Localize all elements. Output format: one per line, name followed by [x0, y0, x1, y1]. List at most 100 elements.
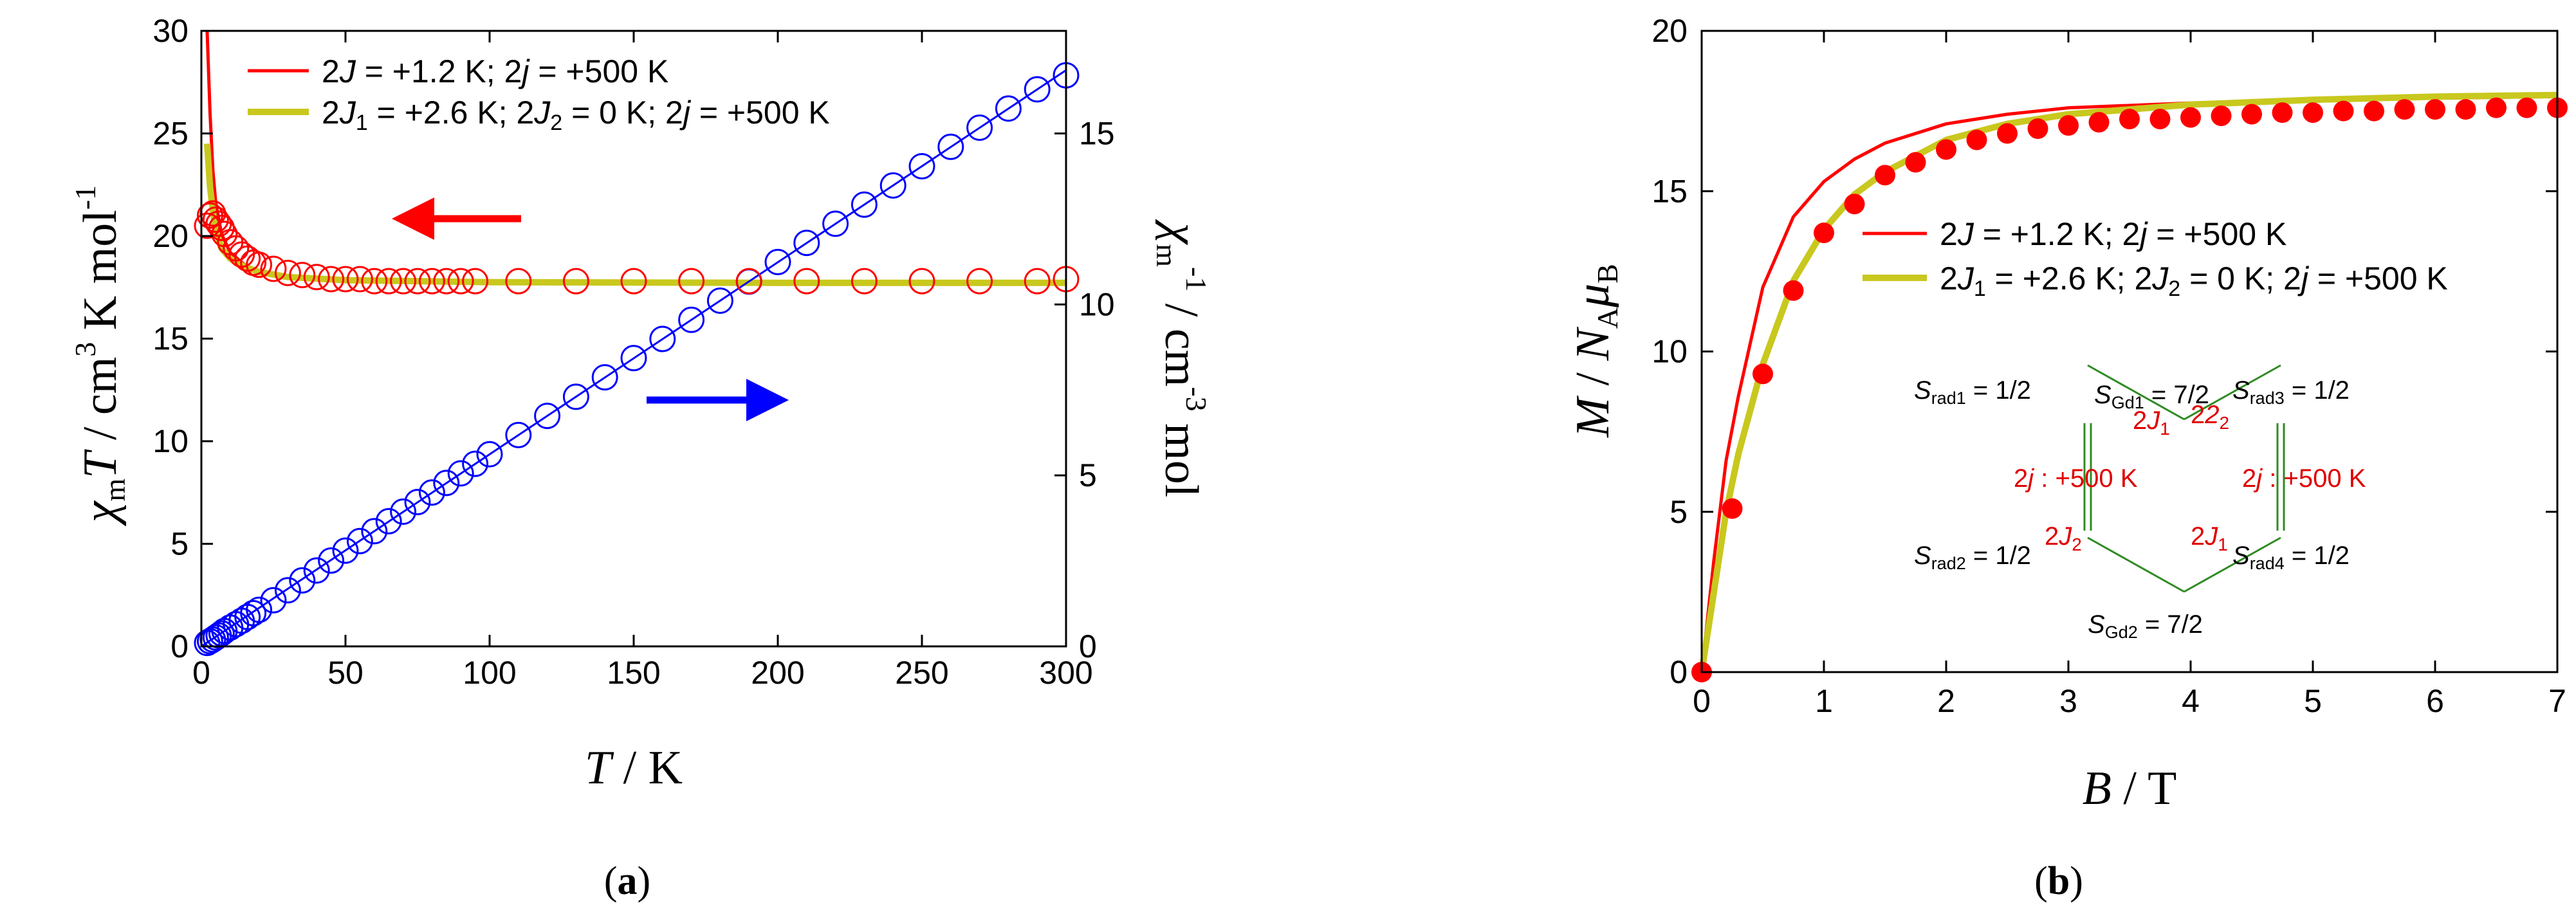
- data-point-chiT: [390, 268, 417, 295]
- y-tick-label: 5: [1670, 494, 1688, 530]
- x-tick-label: 100: [463, 655, 516, 691]
- data-point-inverse-chi: [678, 306, 705, 333]
- data-point-magnetization: [2211, 105, 2232, 127]
- coupling-label-jj-left: 2j : +500 K: [2014, 464, 2138, 493]
- data-point-chiT: [1024, 268, 1051, 295]
- data-point-magnetization: [1844, 194, 1865, 215]
- coupling-label-j2-top: 222: [2191, 401, 2229, 433]
- exchange-scheme-inset: SGd1 = 7/2 SGd2 = 7/2 Srad1 = 1/2 Srad2 …: [1914, 364, 2366, 642]
- coupling-label-j1-bottom: 2J1: [2191, 522, 2228, 554]
- data-point-chiT: [375, 268, 402, 295]
- x-tick-label: 0: [1693, 683, 1711, 719]
- data-point-magnetization: [2516, 97, 2537, 118]
- data-point-magnetization: [2303, 102, 2323, 123]
- data-point-chiT: [289, 262, 316, 289]
- x-tick-label: 2: [1937, 683, 1955, 719]
- spin-label-rad3: Srad3 = 1/2: [2232, 376, 2350, 408]
- x-tick-label: 1: [1815, 683, 1833, 719]
- data-point-chiT: [851, 268, 878, 295]
- data-point-chiT: [194, 212, 221, 239]
- data-point-magnetization: [2425, 99, 2445, 120]
- data-point-inverse-chi: [462, 450, 489, 477]
- data-point-magnetization: [2394, 99, 2415, 120]
- x-tick-label: 200: [751, 655, 804, 691]
- data-point-inverse-chi: [375, 507, 402, 534]
- panel-b-legend-label-1: 2J = +1.2 K; 2j = +500 K: [1940, 216, 2286, 252]
- panel-b-x-tick-labels: 0 1 2 3 4 5 6 7: [1693, 683, 2566, 719]
- data-point-chiT: [303, 264, 330, 291]
- data-point-inverse-chi: [418, 479, 445, 506]
- data-point-chiT: [505, 268, 532, 295]
- data-point-chiT: [966, 268, 993, 295]
- data-point-magnetization: [1722, 498, 1743, 519]
- data-point-chiT: [793, 268, 820, 295]
- data-point-inverse-chi: [404, 489, 431, 516]
- panel-a-right-y-tick-labels: 0 5 10 15: [1079, 116, 1115, 665]
- data-point-chiT: [332, 266, 359, 293]
- data-point-inverse-chi: [995, 95, 1022, 122]
- y-left-tick-label: 20: [152, 218, 189, 254]
- data-point-inverse-chi: [706, 287, 733, 314]
- x-tick-label: 50: [327, 655, 363, 691]
- data-point-magnetization: [2180, 107, 2201, 128]
- data-point-magnetization: [2088, 112, 2110, 133]
- data-point-magnetization: [2241, 104, 2262, 125]
- panel-a-left-y-axis-label: χmT / cm3 K mol-1: [69, 185, 131, 526]
- data-point-inverse-chi: [562, 383, 589, 410]
- x-tick-label: 250: [895, 655, 948, 691]
- fit-line-2J: [1700, 95, 2558, 673]
- data-point-magnetization: [2455, 99, 2476, 120]
- x-tick-label: 6: [2426, 683, 2444, 719]
- panel-a-legend-label-2: 2J1 = +2.6 K; 2J2 = 0 K; 2j = +500 K: [322, 95, 830, 135]
- data-point-inverse-chi: [620, 345, 647, 372]
- panel-a-left-y-tick-labels: 0 5 10 15 20 25 30: [152, 13, 189, 664]
- data-point-inverse-chi: [937, 133, 964, 160]
- data-point-magnetization: [2364, 100, 2384, 122]
- data-point-inverse-chi: [202, 624, 229, 651]
- data-point-inverse-chi: [260, 587, 287, 614]
- x-tick-label: 5: [2304, 683, 2322, 719]
- data-point-inverse-chi: [908, 153, 935, 180]
- data-point-chiT: [562, 268, 589, 295]
- spin-label-gd2: SGd2 = 7/2: [2088, 610, 2203, 642]
- data-point-inverse-chi: [390, 498, 417, 525]
- data-point-chiT: [260, 255, 287, 282]
- y-left-tick-label: 0: [170, 628, 189, 664]
- coupling-label-jj-right: 2j : +500 K: [2242, 464, 2366, 493]
- hex-edge-j1-bottom: [2184, 536, 2281, 593]
- data-point-inverse-chi: [534, 403, 561, 430]
- data-point-chiT: [418, 268, 445, 295]
- data-point-magnetization: [2272, 102, 2293, 123]
- data-point-inverse-chi: [433, 470, 460, 497]
- data-point-magnetization: [1905, 152, 1926, 173]
- y-left-tick-label: 30: [152, 13, 189, 49]
- panel-a-x-tick-labels: 0 50 100 150 200 250 300: [192, 655, 1093, 691]
- data-point-chiT: [318, 266, 345, 293]
- coupling-label-j2-bottom: 2J2: [2045, 522, 2082, 554]
- panel-a-plot-frame: [200, 30, 1067, 648]
- panel-a-legend-label-1: 2J = +1.2 K; 2j = +500 K: [322, 53, 668, 89]
- spin-label-gd1: SGd1 = 7/2: [2094, 381, 2209, 412]
- data-point-inverse-chi: [346, 527, 373, 554]
- data-point-chiT: [346, 266, 373, 293]
- panel-a: 0 50 100 150 200 250 300 0 5 10 15 20 25 30 0 5 10 15 2…: [69, 13, 1213, 903]
- data-point-magnetization: [2027, 118, 2048, 140]
- data-point-inverse-chi: [1024, 76, 1051, 103]
- data-point-chiT: [246, 251, 273, 278]
- data-point-inverse-chi: [822, 210, 849, 237]
- data-point-inverse-chi: [591, 364, 618, 391]
- data-point-magnetization: [1814, 223, 1834, 244]
- data-point-chiT: [678, 268, 705, 295]
- panel-b-plot-frame: [1700, 30, 2559, 673]
- x-tick-label: 4: [2182, 683, 2200, 719]
- fit-line-2J1-2J2: [1698, 91, 2558, 673]
- y-left-tick-label: 10: [152, 423, 189, 459]
- data-point-inverse-chi: [764, 248, 791, 275]
- data-point-inverse-chi: [246, 596, 273, 623]
- x-tick-label: 3: [2059, 683, 2077, 719]
- data-point-inverse-chi: [505, 421, 532, 448]
- y-tick-label: 0: [1670, 654, 1688, 690]
- data-point-chiT: [433, 268, 460, 295]
- data-point-magnetization: [1966, 129, 1987, 150]
